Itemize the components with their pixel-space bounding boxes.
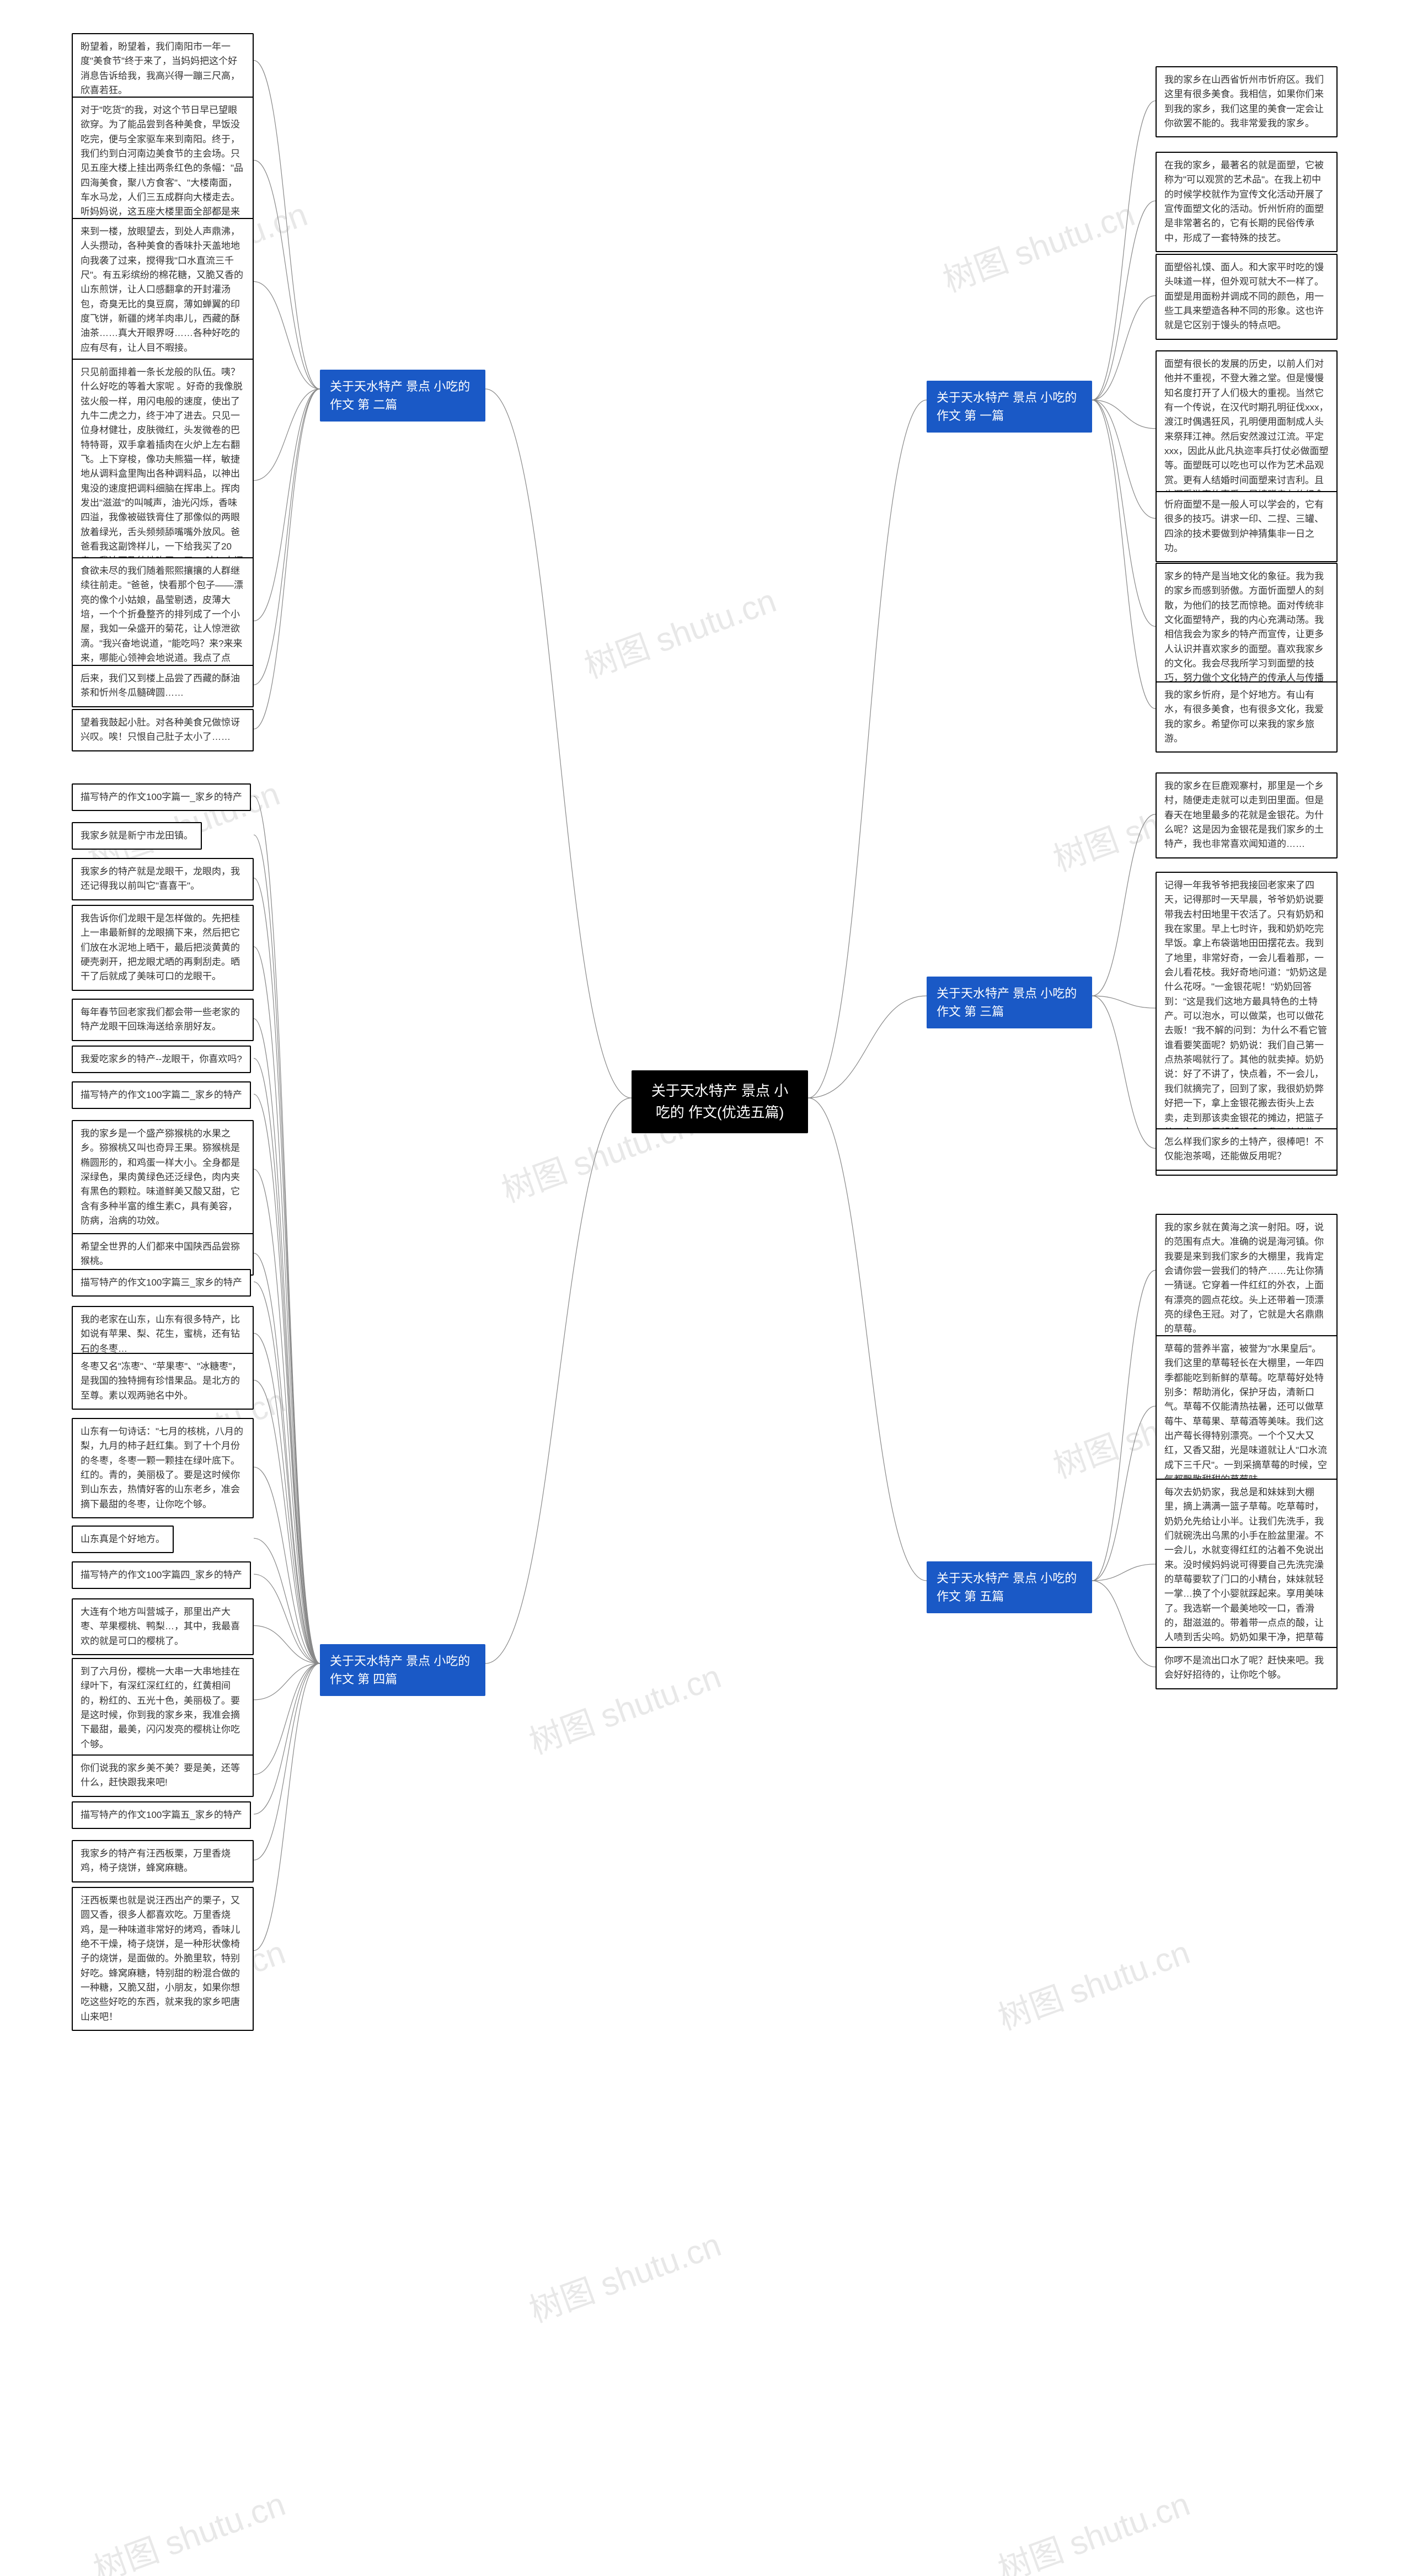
leaf-node[interactable]: 山东真是个好地方。 xyxy=(72,1526,174,1553)
branch-node[interactable]: 关于天水特产 景点 小吃的作文 第 三篇 xyxy=(927,977,1092,1028)
leaf-node[interactable]: 每年春节回老家我们都会带一些老家的特产龙眼干回珠海送给亲朋好友。 xyxy=(72,999,254,1041)
leaf-node[interactable]: 我家乡就是新宁市龙田镇。 xyxy=(72,822,202,850)
leaf-node[interactable]: 描写特产的作文100字篇三_家乡的特产 xyxy=(72,1269,251,1297)
leaf-node[interactable]: 山东有一句诗话："七月的核桃，八月的梨，九月的柿子赶红集。到了十个月份的冬枣，冬… xyxy=(72,1418,254,1518)
mindmap-canvas: 关于天水特产 景点 小吃的 作文(优选五篇) 关于天水特产 景点 小吃的作文 第… xyxy=(0,0,1412,2576)
leaf-node[interactable]: 望着我鼓起小肚。对各种美食兄做惊讶兴叹。唉！只恨自己肚子太小了…… xyxy=(72,709,254,751)
leaf-node[interactable]: 我的家乡在巨鹿观寨村，那里是一个乡村，随便走走就可以走到田里面。但是春天在地里最… xyxy=(1156,772,1338,858)
leaf-node[interactable]: 我的家乡在山西省忻州市忻府区。我们这里有很多美食。我相信，如果你们来到我的家乡，… xyxy=(1156,66,1338,137)
leaf-node[interactable]: 大连有个地方叫营城子，那里出产大枣、苹果樱桃、鸭梨…，其中，我最喜欢的就是可口的… xyxy=(72,1598,254,1655)
leaf-node[interactable]: 怎么样我们家乡的土特产，很棒吧！不仅能泡茶喝，还能做反用呢？ xyxy=(1156,1128,1338,1171)
branch-node[interactable]: 关于天水特产 景点 小吃的作文 第 五篇 xyxy=(927,1561,1092,1613)
leaf-node[interactable]: 描写特产的作文100字篇一_家乡的特产 xyxy=(72,783,251,811)
leaf-node[interactable]: 面塑俗礼馍、面人。和大家平时吃的馒头味道一样，但外观可就大不一样了。面塑是用面粉… xyxy=(1156,254,1338,340)
leaf-node[interactable]: 我的家乡就在黄海之滨一射阳。呀，说的范围有点大。准确的说是海河镇。你我要是来到我… xyxy=(1156,1214,1338,1343)
leaf-node[interactable]: 汪西板栗也就是说汪西出产的栗子，又圆又香，很多人都喜欢吃。万里香烧鸡，是一种味道… xyxy=(72,1887,254,2031)
leaf-node[interactable]: 描写特产的作文100字篇五_家乡的特产 xyxy=(72,1801,251,1829)
leaf-node[interactable]: 我告诉你们龙眼干是怎样做的。先把桂上一串最新鲜的龙眼摘下来，然后把它们放在水泥地… xyxy=(72,905,254,991)
leaf-node[interactable]: 我的家乡是一个盛产猕猴桃的水果之乡。猕猴桃又叫也奇异王果。猕猴桃是椭圆形的，和鸡… xyxy=(72,1120,254,1235)
leaf-node[interactable]: 在我的家乡，最著名的就是面塑，它被称为"可以观赏的艺术品"。在我上初中的时候学校… xyxy=(1156,152,1338,252)
leaf-node[interactable]: 你啰不是流出口水了呢？赶快来吧。我会好好招待的，让你吃个够。 xyxy=(1156,1647,1338,1689)
leaf-node[interactable]: 到了六月份，樱桃一大串一大串地挂在绿叶下，有深红深红红的，红黄相间的，粉红的、五… xyxy=(72,1658,254,1758)
leaf-node[interactable]: 后来，我们又到楼上品尝了西藏的酥油茶和忻州冬瓜髓碑圆…… xyxy=(72,665,254,707)
leaf-node[interactable]: 你们说我的家乡美不美？要是美，还等什么，赶快跟我来吧! xyxy=(72,1754,254,1797)
leaf-node[interactable]: 草莓的营养半富，被誉为"水果皇后"。我们这里的草莓轻长在大棚里，一年四季都能吃到… xyxy=(1156,1335,1338,1494)
leaf-node[interactable]: 盼望着，盼望着，我们南阳市一年一度"美食节"终于来了，当妈妈把这个好消息告诉给我… xyxy=(72,33,254,104)
branch-node[interactable]: 关于天水特产 景点 小吃的作文 第 一篇 xyxy=(927,381,1092,433)
branch-node[interactable]: 关于天水特产 景点 小吃的作文 第 二篇 xyxy=(320,370,485,422)
center-node[interactable]: 关于天水特产 景点 小吃的 作文(优选五篇) xyxy=(632,1070,808,1133)
leaf-node[interactable]: 我的家乡忻府，是个好地方。有山有水，有很多美食，也有很多文化，我爱我的家乡。希望… xyxy=(1156,681,1338,753)
leaf-node[interactable]: 我家乡的特产有汪西板栗，万里香烧鸡，椅子烧饼，蜂窝麻糖。 xyxy=(72,1840,254,1882)
branch-node[interactable]: 关于天水特产 景点 小吃的作文 第 四篇 xyxy=(320,1644,485,1696)
leaf-node[interactable]: 描写特产的作文100字篇四_家乡的特产 xyxy=(72,1561,251,1589)
leaf-node[interactable]: 冬枣又名"冻枣"、"苹果枣"、"冰糖枣"，是我国的独特拥有珍惜果品。是北方的至尊… xyxy=(72,1353,254,1410)
leaf-node[interactable]: 我爱吃家乡的特产--龙眼干，你喜欢吗? xyxy=(72,1046,251,1073)
leaf-node[interactable]: 描写特产的作文100字篇二_家乡的特产 xyxy=(72,1081,251,1109)
leaf-node[interactable]: 来到一楼，放眼望去，到处人声鼎沸，人头攒动，各种美食的香味扑天盖地地向我袭了过来… xyxy=(72,218,254,362)
leaf-node[interactable]: 我家乡的特产就是龙眼干，龙眼肉，我还记得我以前叫它"喜喜干"。 xyxy=(72,858,254,900)
leaf-node[interactable]: 忻府面塑不是一般人可以学会的，它有很多的技巧。讲求一印、二捏、三罐、四涂的技术要… xyxy=(1156,491,1338,562)
